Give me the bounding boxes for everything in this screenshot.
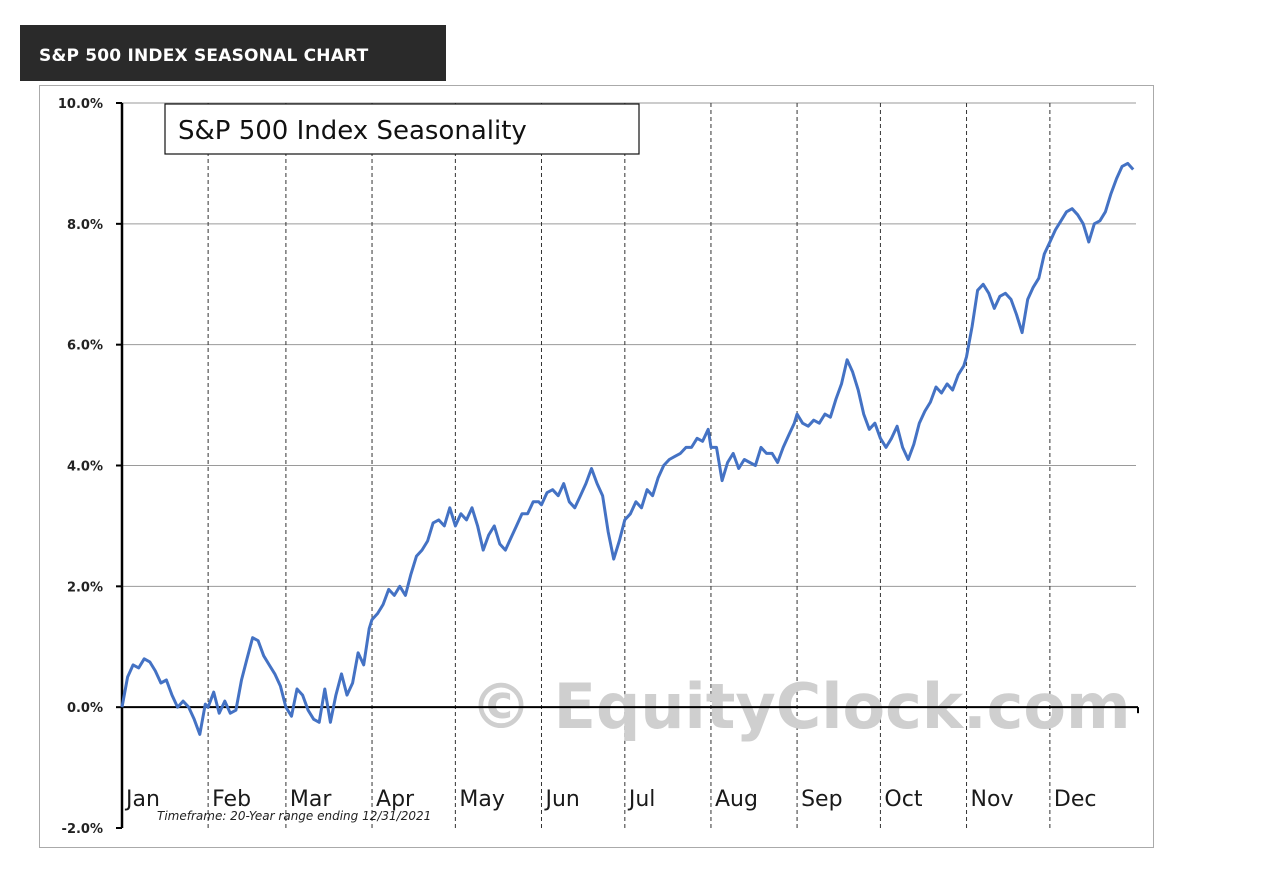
chart-title: S&P 500 Index Seasonality xyxy=(178,116,527,146)
month-label: Jul xyxy=(627,787,656,812)
y-tick-label: 2.0% xyxy=(67,580,103,595)
month-label: Sep xyxy=(801,787,842,812)
month-label: May xyxy=(459,787,504,812)
month-label: Feb xyxy=(212,787,251,812)
month-label: Mar xyxy=(290,787,332,812)
series-line xyxy=(120,161,1135,736)
month-label: Oct xyxy=(884,787,922,812)
month-label: Aug xyxy=(715,787,758,812)
chart-title-border xyxy=(164,103,640,155)
month-label: Dec xyxy=(1054,787,1097,812)
month-label: Nov xyxy=(971,787,1014,812)
y-tick-label: 4.0% xyxy=(67,460,103,475)
month-label: Jun xyxy=(543,787,579,812)
chart-title-box: S&P 500 Index Seasonality xyxy=(164,103,640,155)
timeframe-footnote: Timeframe: 20-Year range ending 12/31/20… xyxy=(157,809,431,823)
chart-header-bar: S&P 500 INDEX SEASONAL CHART xyxy=(20,25,446,81)
month-label: Apr xyxy=(376,787,415,812)
label-layer: -2.0% 0.0% 2.0% 4.0% 6.0% 8.0% 10.0% Jan Feb Mar A… xyxy=(58,97,1097,837)
y-tick-label: 8.0% xyxy=(67,218,103,233)
y-tick-label: 0.0% xyxy=(67,701,103,716)
y-tick-label: -2.0% xyxy=(62,822,103,837)
y-tick-label: 10.0% xyxy=(58,97,103,112)
chart-frame xyxy=(39,85,1154,848)
y-tick-label: 6.0% xyxy=(67,339,103,354)
chart-header-title: S&P 500 INDEX SEASONAL CHART xyxy=(39,46,369,66)
month-label: Jan xyxy=(124,787,160,812)
